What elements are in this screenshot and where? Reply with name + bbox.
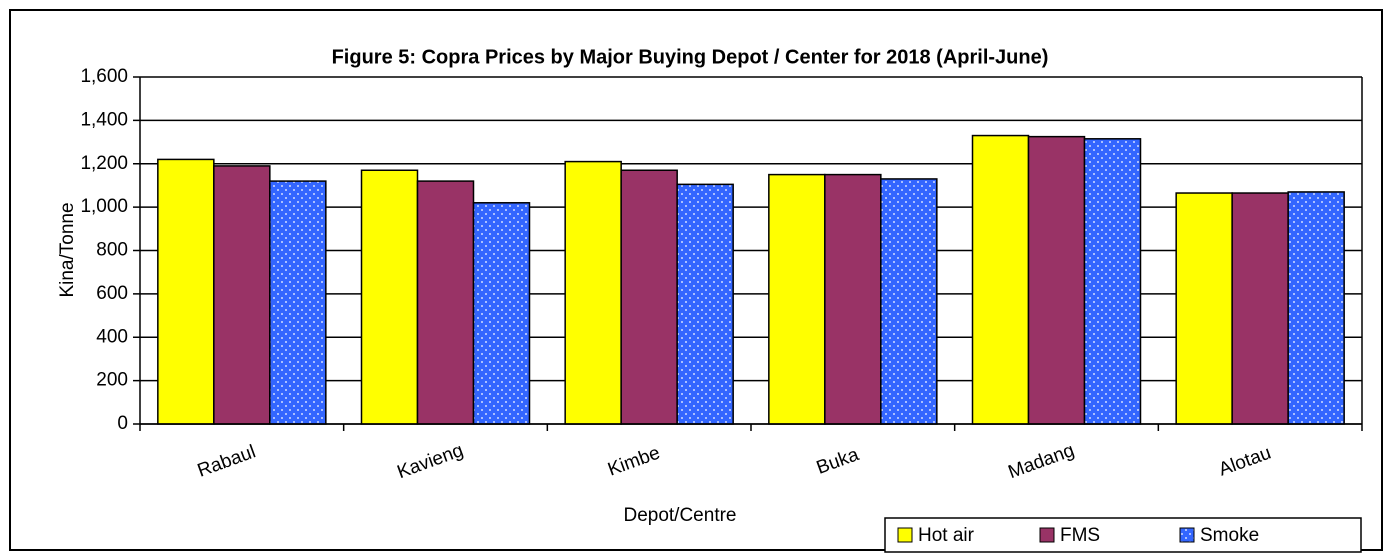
bar	[768, 173, 826, 425]
bar	[880, 178, 938, 425]
legend-swatch	[1039, 527, 1055, 543]
y-tick-label: 800	[96, 240, 128, 261]
bar	[1287, 191, 1345, 425]
y-tick-label: 400	[96, 326, 128, 347]
bar	[1027, 135, 1086, 425]
bar	[416, 180, 475, 425]
bar	[157, 158, 215, 425]
legend-swatch	[897, 527, 913, 543]
bar	[971, 134, 1030, 425]
legend-swatch	[1179, 527, 1195, 543]
bar	[1231, 192, 1289, 425]
bar	[1175, 192, 1233, 425]
y-tick-label: 1,000	[80, 196, 128, 217]
legend-label: Hot air	[918, 525, 975, 546]
bar	[824, 173, 882, 425]
y-tick-label: 1,600	[80, 66, 128, 87]
bar	[213, 165, 271, 425]
legend-box	[884, 517, 1362, 553]
legend-label: FMS	[1060, 525, 1100, 546]
y-tick-label: 1,400	[80, 109, 128, 130]
bar	[676, 183, 734, 425]
legend: Hot air FMS Smoke	[884, 517, 1362, 553]
y-tick-label: 1,200	[80, 153, 128, 174]
bar	[472, 202, 531, 425]
chart-title: Figure 5: Copra Prices by Major Buying D…	[332, 46, 1049, 68]
bar	[564, 160, 622, 425]
bar	[269, 180, 327, 425]
y-tick-label: 600	[96, 283, 128, 304]
y-tick-label: 200	[96, 370, 128, 391]
bar	[360, 169, 419, 425]
y-tick-label: 0	[117, 413, 128, 434]
legend-label: Smoke	[1200, 525, 1259, 546]
bar	[620, 169, 678, 425]
bar	[1083, 138, 1142, 425]
y-axis-label: Kina/Tonne	[57, 202, 78, 297]
x-axis-label: Depot/Centre	[623, 505, 736, 526]
